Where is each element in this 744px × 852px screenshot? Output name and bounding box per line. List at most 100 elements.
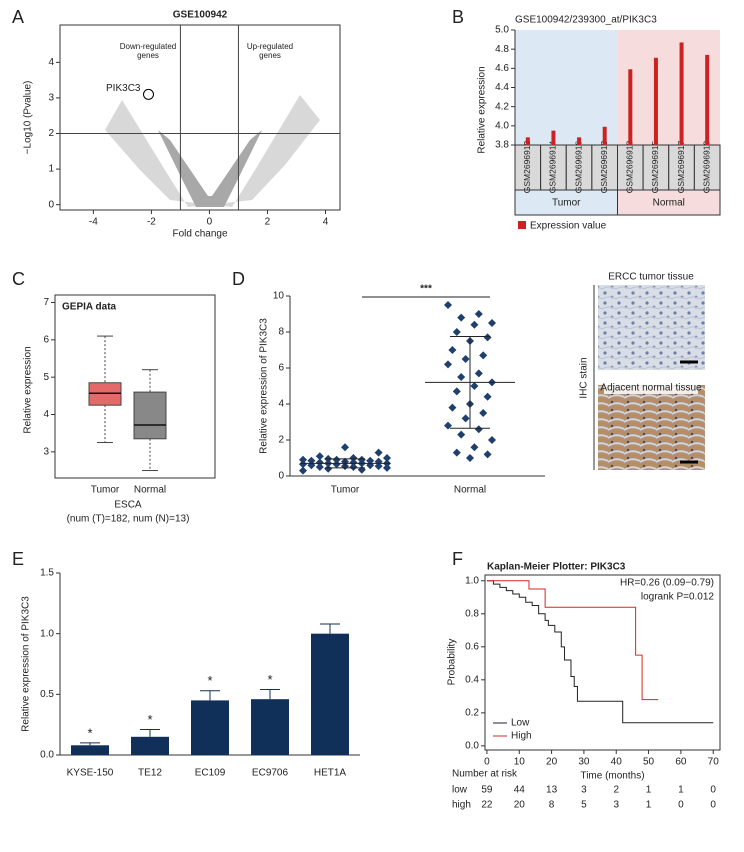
x-tick-label: Tumor bbox=[331, 485, 360, 496]
y-tick-label: 1.0 bbox=[465, 575, 479, 586]
y-tick-label: 4.4 bbox=[495, 82, 509, 93]
dot bbox=[483, 450, 492, 459]
legend-label: High bbox=[511, 731, 532, 742]
dot bbox=[444, 360, 452, 369]
y-tick-label: 2 bbox=[278, 435, 284, 446]
risk-count: 1 bbox=[646, 800, 652, 811]
bar bbox=[551, 130, 556, 145]
bar bbox=[705, 54, 710, 145]
annotation: Up-regulated bbox=[247, 42, 293, 51]
panel-letter: D bbox=[232, 269, 245, 289]
panel-letter: E bbox=[12, 549, 24, 569]
y-tick-label: 5.0 bbox=[495, 25, 509, 36]
y-tick-label: 5 bbox=[43, 372, 49, 383]
dot bbox=[357, 455, 366, 464]
y-tick-label: 6 bbox=[43, 334, 49, 345]
dot bbox=[374, 462, 383, 471]
risk-count: 44 bbox=[514, 785, 526, 796]
significance-label: * bbox=[147, 712, 152, 727]
dot bbox=[383, 463, 391, 472]
x-tick-label: GSM2696918 bbox=[599, 141, 609, 194]
image-caption: ERCC tumor tissue bbox=[608, 272, 694, 283]
volcano-core bbox=[158, 130, 262, 207]
y-axis-label: Relative expression bbox=[23, 346, 34, 433]
x-tick-label: 0 bbox=[207, 217, 213, 228]
chart-title: Kaplan-Meier Plotter: PIK3C3 bbox=[487, 562, 626, 573]
risk-count: 1 bbox=[646, 785, 652, 796]
bar bbox=[679, 42, 684, 146]
category-cell bbox=[693, 144, 721, 191]
dot bbox=[452, 328, 461, 336]
y-tick-label: 4 bbox=[48, 57, 54, 68]
x-tick-label: Tumor bbox=[91, 485, 120, 496]
y-tick-label: 3.8 bbox=[495, 140, 509, 151]
dot bbox=[374, 457, 383, 466]
significance-label: * bbox=[87, 725, 92, 740]
y-tick-label: 0.5 bbox=[40, 689, 54, 700]
dot bbox=[483, 392, 492, 401]
significance-label: *** bbox=[420, 284, 432, 295]
risk-count: 20 bbox=[514, 800, 526, 811]
x-tick-label: HET1A bbox=[314, 768, 347, 779]
risk-count: 2 bbox=[613, 785, 619, 796]
highlight-point bbox=[142, 88, 154, 100]
y-tick-label: 3 bbox=[43, 446, 49, 457]
x-tick-label: GSM2696915 bbox=[650, 141, 660, 194]
y-tick-label: 1 bbox=[48, 164, 54, 175]
dot bbox=[470, 320, 479, 329]
dot bbox=[315, 452, 324, 461]
risk-row-label: low bbox=[452, 785, 468, 796]
risk-count: 13 bbox=[546, 785, 558, 796]
caption-background bbox=[604, 381, 698, 394]
y-tick-label: 0 bbox=[48, 199, 54, 210]
x-tick-label: GSM2696916 bbox=[573, 141, 583, 194]
panel-letter: F bbox=[452, 549, 463, 569]
plot-frame bbox=[54, 294, 216, 479]
risk-count: 8 bbox=[549, 800, 555, 811]
x-tick-label: -2 bbox=[147, 217, 156, 228]
dot bbox=[488, 319, 496, 327]
y-tick-label: 4.6 bbox=[495, 63, 509, 74]
x-tick-label: 70 bbox=[708, 757, 720, 768]
dot bbox=[457, 313, 466, 322]
annotation: HR=0.26 (0.09−0.79) bbox=[620, 578, 714, 589]
group-background bbox=[617, 30, 720, 145]
y-tick-label: 4.0 bbox=[495, 120, 509, 131]
plot-frame bbox=[59, 24, 341, 211]
ihc-image-tumor bbox=[598, 285, 705, 370]
dot bbox=[299, 466, 307, 475]
group-cell bbox=[617, 189, 721, 216]
bar bbox=[131, 736, 169, 755]
risk-count: 0 bbox=[710, 785, 716, 796]
dot bbox=[470, 382, 479, 390]
dot bbox=[452, 448, 461, 457]
x-tick-label: 0 bbox=[484, 757, 490, 768]
image-side-label: IHC stain bbox=[579, 357, 590, 398]
x-tick-label: GSM2696912 bbox=[522, 141, 532, 194]
dot bbox=[488, 436, 496, 444]
dot bbox=[349, 463, 358, 471]
y-tick-label: 0 bbox=[278, 471, 284, 482]
y-tick-label: 3 bbox=[48, 93, 54, 104]
y-tick-label: 6 bbox=[278, 363, 284, 374]
dot bbox=[332, 460, 341, 469]
dot bbox=[479, 409, 488, 417]
risk-count: 1 bbox=[678, 785, 684, 796]
chart-title: GSE100942 bbox=[173, 10, 228, 21]
dot bbox=[383, 454, 391, 462]
y-tick-label: 1.5 bbox=[40, 568, 54, 579]
x-axis-label: Time (months) bbox=[580, 771, 644, 782]
y-axis-label: −Log10 (Pvalue) bbox=[23, 81, 34, 155]
x-tick-label: EC9706 bbox=[252, 768, 289, 779]
panel-letter: B bbox=[452, 7, 464, 27]
y-tick-label: 8 bbox=[278, 327, 284, 338]
volcano-cloud bbox=[105, 95, 320, 207]
panel-letter: A bbox=[12, 7, 24, 27]
x-tick-label: GSM2696914 bbox=[548, 141, 558, 194]
plot-frame bbox=[484, 574, 721, 751]
chart-title: GSE100942/239300_at/PIK3C3 bbox=[515, 15, 657, 26]
dot bbox=[349, 454, 358, 462]
point-label: PIK3C3 bbox=[106, 83, 141, 94]
significance-label: * bbox=[207, 673, 212, 688]
